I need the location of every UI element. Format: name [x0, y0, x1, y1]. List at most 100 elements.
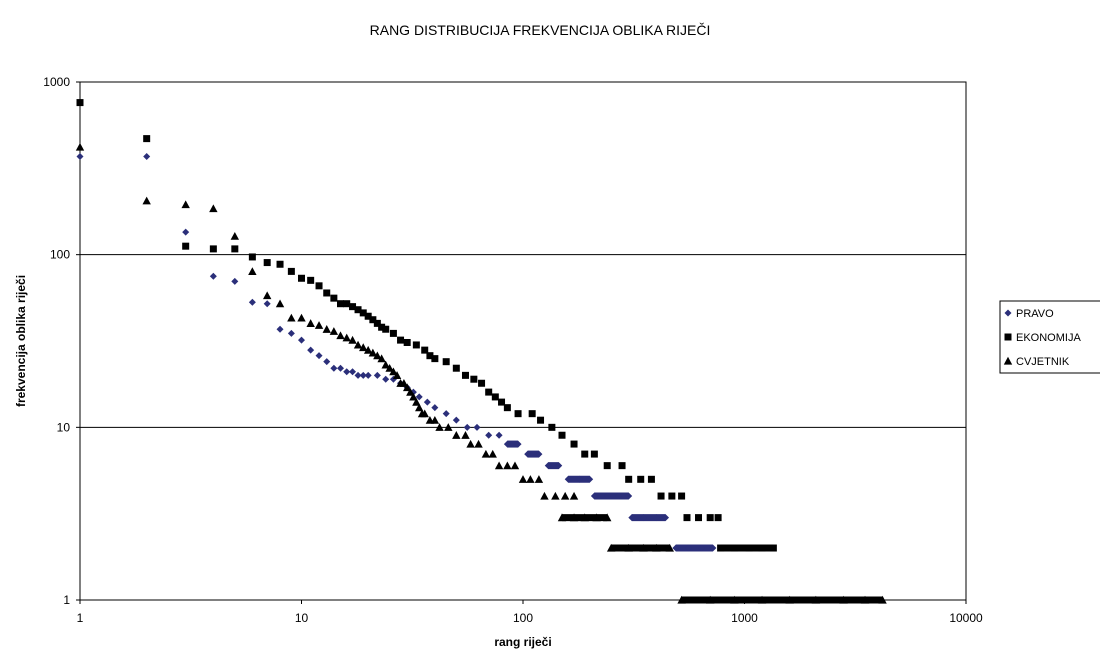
data-point-ekonomija	[389, 329, 397, 337]
data-point-pravo	[463, 423, 471, 431]
data-point-cvjetnik	[275, 299, 285, 308]
data-point-ekonomija	[745, 544, 753, 552]
data-point-cvjetnik	[322, 325, 331, 333]
data-point-pravo	[685, 544, 693, 552]
y-tick-label: 1000	[43, 75, 70, 89]
data-point-pravo	[576, 475, 584, 483]
data-point-cvjetnik	[603, 513, 612, 522]
data-point-ekonomija	[683, 514, 691, 522]
data-point-ekonomija	[678, 492, 686, 500]
legend-marker-ekonomija	[1004, 333, 1012, 341]
data-point-pravo	[298, 336, 305, 344]
data-point-ekonomija	[581, 450, 589, 458]
data-point-pravo	[662, 514, 670, 522]
data-point-cvjetnik	[488, 449, 497, 458]
data-point-cvjetnik	[430, 415, 440, 424]
data-point-pravo	[555, 462, 563, 470]
data-point-cvjetnik	[359, 343, 368, 352]
data-point-cvjetnik	[494, 461, 504, 470]
data-point-pravo	[307, 346, 315, 354]
data-point-pravo	[276, 325, 284, 333]
axis-ticks: 1 10 100 1000 1 10 100 1000 10000	[43, 75, 983, 625]
data-point-ekonomija	[758, 544, 766, 552]
data-point-pravo	[503, 440, 511, 448]
data-point-cvjetnik	[377, 354, 386, 363]
data-point-pravo	[535, 450, 543, 458]
data-point-cvjetnik	[444, 423, 453, 431]
data-point-ekonomija	[717, 544, 725, 552]
legend-label-ekonomija: EKONOMIJA	[1016, 332, 1081, 344]
plot-frame	[79, 81, 967, 601]
data-point-ekonomija	[590, 450, 598, 458]
data-point-ekonomija	[514, 410, 522, 418]
data-point-cvjetnik	[399, 379, 409, 387]
data-point-ekonomija	[412, 341, 420, 349]
data-point-ekonomija	[470, 375, 478, 383]
data-point-pravo	[564, 475, 572, 483]
data-point-ekonomija	[209, 245, 217, 253]
data-point-pravo	[364, 371, 372, 379]
data-point-pravo	[452, 416, 460, 424]
data-point-cvjetnik	[665, 543, 675, 552]
data-point-ekonomija	[231, 245, 239, 253]
data-point-ekonomija	[769, 544, 777, 552]
data-point-pravo	[442, 410, 450, 418]
data-point-ekonomija	[431, 355, 439, 363]
legend-label-pravo: PRAVO	[1016, 308, 1054, 320]
data-point-ekonomija	[452, 364, 460, 372]
data-point-cvjetnik	[329, 327, 339, 335]
data-point-cvjetnik	[639, 543, 648, 552]
data-point-ekonomija	[248, 253, 256, 261]
x-tick-label: 1000	[731, 611, 758, 625]
series-layer	[75, 99, 887, 604]
data-point-pravo	[330, 364, 338, 372]
data-point-cvjetnik	[314, 321, 324, 329]
data-point-cvjetnik	[730, 595, 739, 604]
data-point-ekonomija	[337, 300, 345, 308]
data-point-pravo	[590, 492, 598, 500]
data-point-pravo	[354, 371, 362, 379]
data-point-cvjetnik	[348, 335, 357, 344]
data-point-pravo	[603, 492, 611, 500]
data-point-cvjetnik	[297, 313, 306, 322]
data-point-ekonomija	[730, 544, 738, 552]
legend: PRAVO EKONOMIJA CVJETNIK	[999, 300, 1100, 374]
y-tick-label: 1	[63, 593, 70, 607]
data-point-pravo	[524, 450, 532, 458]
data-point-cvjetnik	[420, 409, 429, 418]
data-point-cvjetnik	[534, 475, 544, 483]
data-point-ekonomija	[668, 492, 676, 500]
data-point-cvjetnik	[624, 543, 633, 552]
data-point-pravo	[698, 544, 706, 552]
data-point-cvjetnik	[392, 371, 402, 379]
data-point-ekonomija	[603, 462, 611, 470]
data-point-cvjetnik	[811, 595, 821, 604]
legend-items: PRAVO EKONOMIJA CVJETNIK	[1003, 308, 1081, 368]
data-point-ekonomija	[182, 242, 190, 250]
series-ekonomija	[76, 99, 777, 552]
data-point-ekonomija	[364, 312, 372, 320]
data-point-pravo	[143, 153, 151, 161]
data-point-cvjetnik	[368, 348, 378, 357]
data-point-cvjetnik	[592, 513, 601, 522]
legend-marker-cvjetnik	[1003, 356, 1013, 365]
legend-marker-pravo	[1004, 309, 1012, 317]
data-point-ekonomija	[76, 99, 84, 107]
data-point-ekonomija	[537, 416, 545, 424]
data-point-cvjetnik	[757, 595, 767, 604]
data-point-cvjetnik	[142, 196, 151, 205]
data-point-ekonomija	[369, 316, 377, 324]
data-point-pravo	[431, 404, 439, 412]
data-point-cvjetnik	[75, 142, 85, 151]
data-point-ekonomija	[442, 358, 450, 366]
data-point-ekonomija	[647, 475, 655, 483]
data-point-cvjetnik	[209, 204, 218, 213]
x-tick-label: 100	[513, 611, 533, 625]
data-point-ekonomija	[498, 398, 506, 406]
data-point-cvjetnik	[342, 333, 351, 342]
data-point-cvjetnik	[481, 449, 491, 458]
data-point-pravo	[514, 440, 522, 448]
data-point-pravo	[373, 371, 381, 379]
data-point-cvjetnik	[415, 403, 424, 412]
data-point-pravo	[628, 514, 636, 522]
